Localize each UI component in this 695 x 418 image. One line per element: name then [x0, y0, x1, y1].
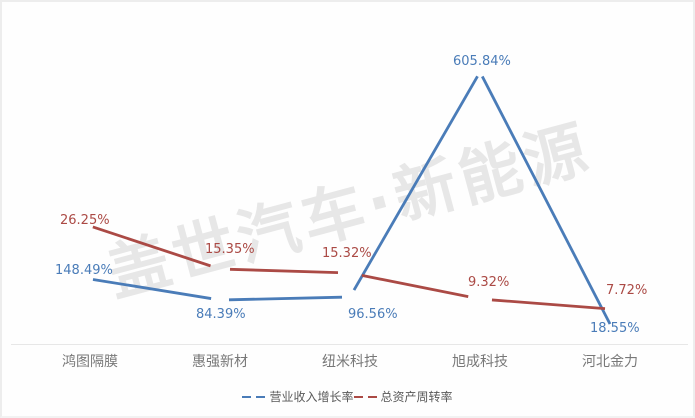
data-point-label: 15.32% [322, 246, 372, 261]
x-axis-category-label: 河北金力 [582, 354, 638, 370]
series-line-segment [491, 298, 606, 311]
series-line-segment [481, 75, 612, 325]
legend-label: 营业收入增长率 [269, 390, 354, 404]
series-line-segment [92, 225, 211, 268]
chart-legend: 营业收入增长率 总资产周转率 [2, 388, 693, 405]
red-dash-legend-icon [353, 395, 379, 398]
data-point-label: 18.55% [590, 321, 640, 336]
series-line-segment [228, 295, 343, 302]
x-axis-category-label: 旭成科技 [452, 354, 508, 370]
legend-item-asset-turnover: 总资产周转率 [353, 388, 453, 405]
legend-item-revenue-growth: 营业收入增长率 [242, 388, 354, 405]
series-line-segment [229, 267, 339, 275]
series-line-segment [352, 75, 479, 291]
data-point-label: 15.35% [205, 242, 255, 257]
data-point-label: 96.56% [348, 307, 398, 322]
data-point-label: 26.25% [60, 213, 110, 228]
data-point-label: 84.39% [196, 307, 246, 322]
x-axis-category-label: 纽米科技 [322, 354, 378, 370]
x-axis-category-label: 惠强新材 [192, 354, 248, 370]
data-point-label: 148.49% [55, 263, 113, 278]
series-line-segment [361, 273, 469, 299]
x-axis-category-label: 鸿图隔膜 [62, 354, 118, 370]
data-point-label: 9.32% [468, 275, 510, 290]
legend-label: 总资产周转率 [380, 390, 453, 404]
data-point-label: 605.84% [453, 54, 511, 69]
blue-dash-legend-icon [242, 395, 267, 398]
x-axis-line [11, 344, 688, 345]
data-point-label: 7.72% [606, 283, 648, 298]
series-line-segment [92, 278, 212, 300]
